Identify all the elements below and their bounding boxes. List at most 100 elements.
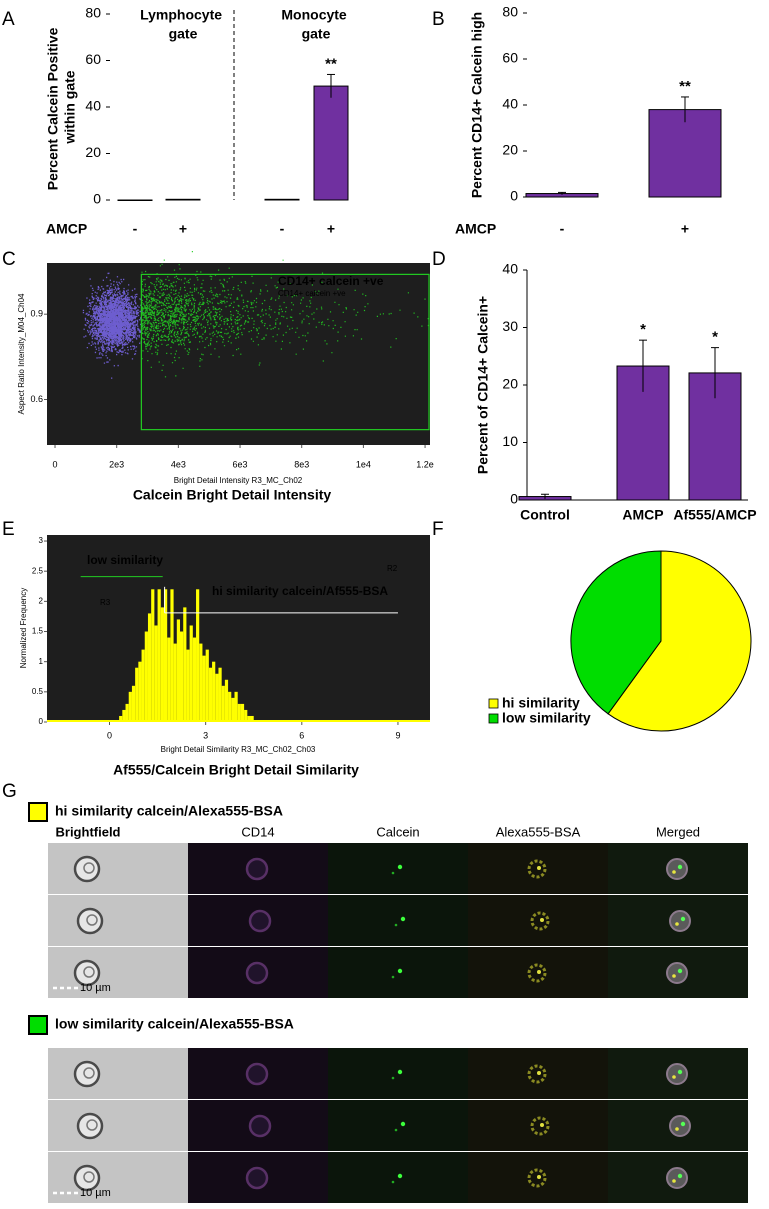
cell-image	[76, 1112, 104, 1140]
significance-label: *	[640, 321, 646, 338]
gate-region	[140, 273, 430, 431]
cell-image	[73, 1060, 101, 1088]
histogram-bar	[186, 649, 190, 722]
y-tick-label: 3	[39, 536, 44, 545]
y-axis-label: Aspect Ratio Intensity_M04_Ch04	[17, 293, 26, 415]
plot-area	[47, 535, 430, 722]
cell-image	[527, 859, 547, 879]
histogram-bar	[237, 703, 241, 722]
histogram-bar	[192, 637, 197, 722]
histogram-bar	[228, 691, 232, 722]
x-tick-label: 2e3	[109, 459, 124, 469]
y-tick-label: 40	[502, 261, 518, 277]
cell-image	[83, 1067, 95, 1079]
y-tick-label: 0	[39, 717, 44, 726]
cell-image	[669, 1115, 691, 1137]
significance-label: **	[679, 78, 691, 95]
cell-image	[248, 1114, 272, 1138]
histogram-bar	[221, 685, 225, 722]
y-tick-label: 60	[85, 51, 101, 67]
x-axis-label: Bright Detail Similarity R3_MC_Ch02_Ch03	[161, 745, 316, 754]
cell-image	[677, 864, 683, 870]
image-cell	[48, 895, 188, 946]
scale-bar-label: 10 µm	[80, 1187, 111, 1199]
x-tick-label: 1e4	[356, 459, 371, 469]
cell-image	[675, 1127, 679, 1131]
cell-image	[73, 855, 101, 883]
caption: Calcein Bright Detail Intensity	[133, 487, 332, 503]
cell-image	[537, 866, 541, 870]
y-tick-label: 2.5	[32, 566, 44, 575]
y-tick-label: 80	[502, 4, 518, 20]
cell-image	[397, 1173, 403, 1179]
image-cell	[328, 843, 468, 894]
histogram-bar	[247, 715, 251, 722]
histogram-bar	[202, 655, 206, 722]
cell-image	[677, 1173, 683, 1179]
y-tick-label: 40	[502, 96, 518, 112]
row-label: AMCP	[455, 221, 496, 237]
y-tick-label: 40	[85, 98, 101, 114]
cell-image	[680, 916, 686, 922]
cell-image	[83, 862, 95, 874]
region-label: R2	[387, 564, 398, 573]
y-tick-label: 1.5	[32, 627, 44, 636]
histogram-bar	[163, 589, 168, 722]
y-tick-label: 20	[502, 376, 518, 392]
cell-image	[669, 910, 691, 932]
cell-image	[391, 1076, 395, 1080]
gate-title: CD14+ calcein +ve	[278, 274, 384, 288]
histogram-bar	[125, 703, 129, 722]
y-tick-label: 30	[502, 318, 518, 334]
cell-image	[76, 907, 104, 935]
image-cell	[48, 1152, 188, 1203]
significance-label: *	[712, 329, 718, 346]
x-tick-label: Control	[520, 507, 570, 523]
cell-image	[672, 1075, 676, 1079]
histogram-bar	[157, 589, 161, 722]
panel-letter: B	[432, 9, 445, 30]
cell-image	[245, 1062, 269, 1086]
x-tick-label: Af555/AMCP	[673, 507, 756, 523]
histogram-bar	[250, 715, 254, 722]
y-tick-label: 0	[510, 491, 518, 507]
histogram-bar	[167, 637, 171, 722]
histogram-bar	[128, 691, 132, 722]
cell-image	[527, 1168, 547, 1188]
histogram-bar	[215, 673, 219, 722]
cell-image	[672, 974, 676, 978]
y-tick-label: 10	[502, 433, 518, 449]
cell-image	[540, 1123, 544, 1127]
group-title: hi similarity calcein/Alexa555-BSA	[55, 803, 283, 819]
cell-image	[537, 1071, 541, 1075]
y-tick-label: 0.6	[30, 394, 43, 404]
cell-image	[540, 918, 544, 922]
histogram-bar	[119, 715, 123, 722]
row-label: AMCP	[46, 221, 87, 237]
cell-image	[391, 871, 395, 875]
gate-label: hi similarity calcein/Af555-BSA	[212, 584, 388, 598]
y-axis-label: Percent CD14+ Calcein high	[469, 12, 485, 198]
histogram-bar	[147, 613, 152, 722]
cell-image	[397, 1069, 403, 1075]
histogram-bar	[170, 589, 174, 722]
column-header: Alexa555-BSA	[496, 824, 581, 839]
cell-image	[530, 1116, 550, 1136]
y-tick-label: 0.5	[32, 687, 44, 696]
cell-image	[248, 909, 272, 933]
column-header: CD14	[241, 824, 274, 839]
image-cell	[48, 1048, 188, 1099]
x-tick-label: 4e3	[171, 459, 186, 469]
cell-image	[73, 959, 101, 987]
image-cell	[48, 1100, 188, 1151]
significance-label: **	[325, 55, 337, 72]
y-tick-label: 0	[93, 191, 101, 207]
cell-image	[672, 870, 676, 874]
y-tick-label: 2	[39, 596, 44, 605]
legend-label: hi similarity	[502, 695, 580, 711]
y-axis-label: Normalized Frequency	[19, 588, 28, 668]
histogram-bar	[138, 661, 142, 722]
cell-image	[666, 1063, 688, 1085]
y-tick-label: 80	[85, 5, 101, 21]
cell-image	[666, 858, 688, 880]
